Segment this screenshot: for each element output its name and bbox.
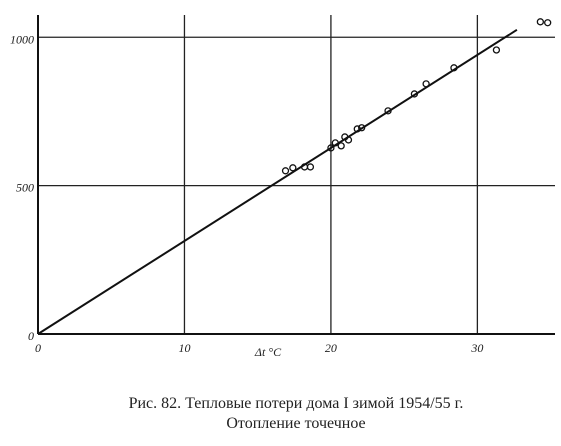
y-tick-label: 500 — [16, 181, 34, 195]
data-point — [358, 124, 366, 132]
x-tick-label: 20 — [325, 341, 337, 355]
x-axis-label: Δt °C — [254, 345, 282, 359]
x-tick-label: 30 — [470, 341, 483, 355]
data-point — [306, 163, 315, 171]
y-tick-label: 1000 — [10, 32, 34, 46]
caption-line: Рис. 82. Тепловые потери дома I зимой 19… — [129, 395, 464, 412]
x-tick-label: 10 — [178, 341, 190, 355]
fit-line — [37, 28, 518, 335]
data-point — [536, 18, 545, 26]
data-point — [281, 167, 290, 175]
x-tick-label: 0 — [35, 341, 41, 355]
data-point — [327, 144, 335, 152]
caption-line: Отопление точечное — [226, 415, 365, 432]
data-point — [337, 142, 345, 150]
y-tick-label: 0 — [28, 329, 34, 343]
data-point — [492, 46, 501, 54]
data-point — [289, 164, 297, 172]
data-point — [544, 19, 552, 27]
